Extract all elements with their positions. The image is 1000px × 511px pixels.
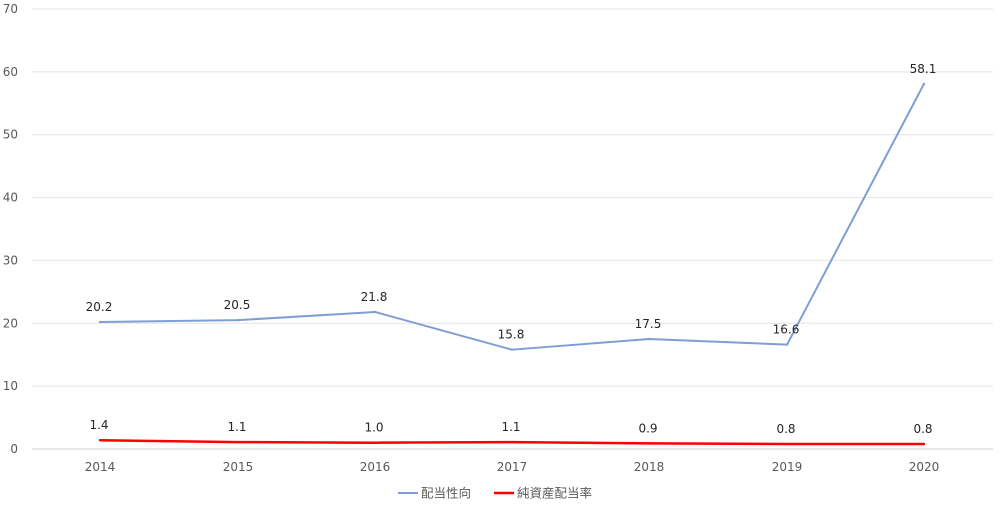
x-tick-label: 2016 (360, 460, 391, 474)
data-label: 1.0 (364, 421, 383, 435)
data-label: 58.1 (910, 62, 937, 76)
data-point (785, 442, 789, 446)
data-label: 15.8 (498, 328, 525, 342)
data-point (922, 82, 926, 86)
y-tick-label: 40 (3, 191, 18, 205)
legend: 配当性向 純資産配当率 (398, 486, 592, 501)
x-tick-label: 2018 (634, 460, 665, 474)
data-point (510, 440, 514, 444)
data-point (236, 318, 240, 322)
y-tick-label: 30 (3, 253, 18, 267)
data-point (785, 343, 789, 346)
data-label: 16.6 (773, 323, 800, 337)
y-tick-label: 60 (3, 65, 18, 79)
y-tick-label: 50 (3, 128, 18, 142)
y-tick-label: 10 (3, 379, 18, 393)
legend-label: 配当性向 (421, 486, 471, 501)
y-tick-label: 20 (3, 316, 18, 330)
data-label: 0.8 (913, 422, 932, 436)
data-label: 1.1 (227, 420, 246, 434)
x-tick-label: 2020 (909, 460, 940, 474)
data-label: 21.8 (361, 290, 388, 304)
y-axis-ticks: 0 10 20 30 40 50 60 70 (3, 2, 18, 456)
data-label: 0.9 (638, 421, 657, 435)
x-tick-label: 2017 (497, 460, 528, 474)
data-point (373, 441, 377, 444)
x-axis-ticks: 2014 2015 2016 2017 2018 2019 2020 (85, 460, 940, 474)
data-labels: 20.2 20.5 21.8 15.8 17.5 16.6 58.1 1.4 1.1 1.0 1.1… (86, 62, 937, 436)
data-point (98, 439, 102, 442)
data-label: 1.4 (89, 418, 108, 432)
x-tick-label: 2015 (223, 460, 254, 474)
data-point (922, 442, 926, 446)
data-point (98, 320, 102, 324)
series-layer (98, 82, 926, 446)
y-tick-label: 0 (10, 442, 18, 456)
y-tick-label: 70 (3, 2, 18, 16)
data-point (647, 337, 651, 341)
data-label: 1.1 (501, 420, 520, 434)
x-tick-label: 2019 (772, 460, 803, 474)
data-label: 20.2 (86, 300, 113, 314)
grid-layer (32, 8, 993, 450)
data-label: 17.5 (635, 317, 662, 331)
x-tick-label: 2014 (85, 460, 116, 474)
data-label: 0.8 (776, 422, 795, 436)
data-point (373, 310, 377, 314)
legend-label: 純資産配当率 (517, 486, 592, 501)
data-point (236, 440, 240, 444)
data-label: 20.5 (224, 298, 251, 312)
data-point (647, 442, 651, 445)
data-point (510, 348, 514, 351)
